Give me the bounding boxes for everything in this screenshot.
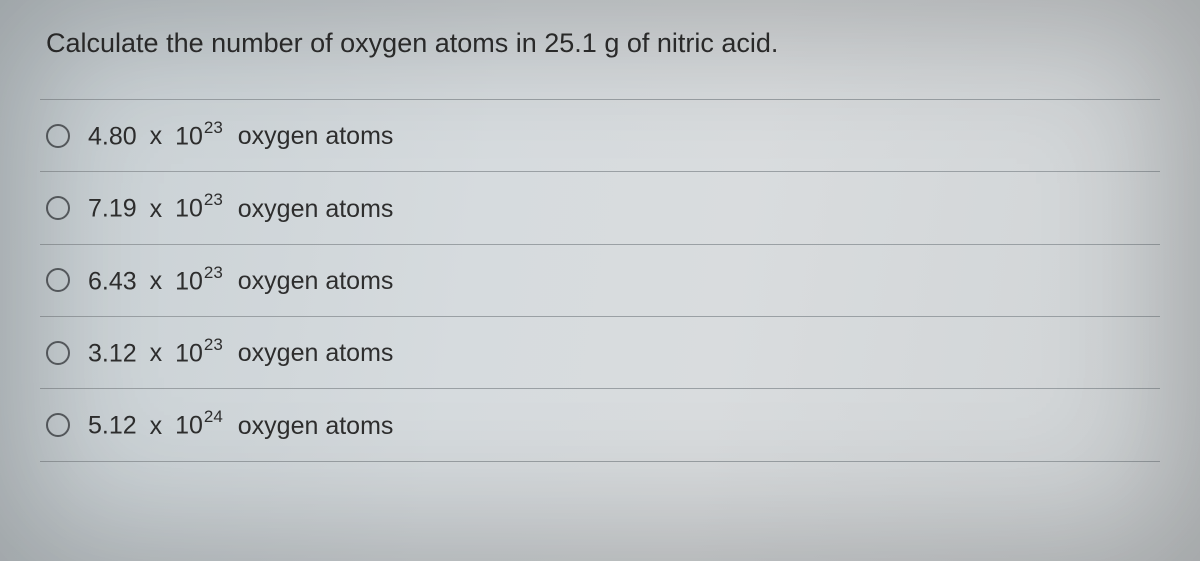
option-exponent: 23 — [204, 118, 223, 137]
option-base: 10 — [175, 195, 203, 223]
option-label: 5.12 x 1024 oxygen atoms — [88, 409, 393, 440]
option-coeff: 7.19 — [88, 195, 137, 223]
radio-icon[interactable] — [46, 341, 70, 365]
option-row[interactable]: 7.19 x 1023 oxygen atoms — [40, 171, 1160, 243]
option-suffix: oxygen atoms — [238, 195, 394, 223]
times-symbol: x — [150, 412, 163, 440]
radio-icon[interactable] — [46, 196, 70, 220]
option-exponent: 23 — [204, 263, 223, 282]
radio-icon[interactable] — [46, 124, 70, 148]
option-suffix: oxygen atoms — [238, 412, 394, 440]
option-suffix: oxygen atoms — [238, 122, 394, 150]
option-coeff: 5.12 — [88, 412, 137, 440]
times-symbol: x — [150, 122, 163, 150]
times-symbol: x — [150, 267, 163, 295]
option-row[interactable]: 4.80 x 1023 oxygen atoms — [40, 99, 1160, 171]
option-base: 10 — [175, 122, 203, 150]
option-base: 10 — [175, 339, 203, 367]
option-exponent: 23 — [204, 335, 223, 354]
option-suffix: oxygen atoms — [238, 267, 394, 295]
radio-icon[interactable] — [46, 268, 70, 292]
option-coeff: 6.43 — [88, 267, 137, 295]
option-row[interactable]: 3.12 x 1023 oxygen atoms — [40, 316, 1160, 388]
option-coeff: 4.80 — [88, 122, 137, 150]
times-symbol: x — [150, 195, 163, 223]
option-suffix: oxygen atoms — [238, 339, 394, 367]
option-coeff: 3.12 — [88, 339, 137, 367]
option-exponent: 24 — [204, 407, 223, 426]
option-row[interactable]: 5.12 x 1024 oxygen atoms — [40, 388, 1160, 461]
times-symbol: x — [150, 339, 163, 367]
option-label: 3.12 x 1023 oxygen atoms — [88, 337, 393, 368]
question-text: Calculate the number of oxygen atoms in … — [40, 28, 1160, 59]
option-row[interactable]: 6.43 x 1023 oxygen atoms — [40, 244, 1160, 316]
option-base: 10 — [175, 267, 203, 295]
option-label: 4.80 x 1023 oxygen atoms — [88, 120, 393, 151]
radio-icon[interactable] — [46, 413, 70, 437]
option-base: 10 — [175, 412, 203, 440]
option-exponent: 23 — [204, 190, 223, 209]
option-label: 7.19 x 1023 oxygen atoms — [88, 192, 393, 223]
quiz-container: Calculate the number of oxygen atoms in … — [0, 0, 1200, 482]
option-label: 6.43 x 1023 oxygen atoms — [88, 265, 393, 296]
